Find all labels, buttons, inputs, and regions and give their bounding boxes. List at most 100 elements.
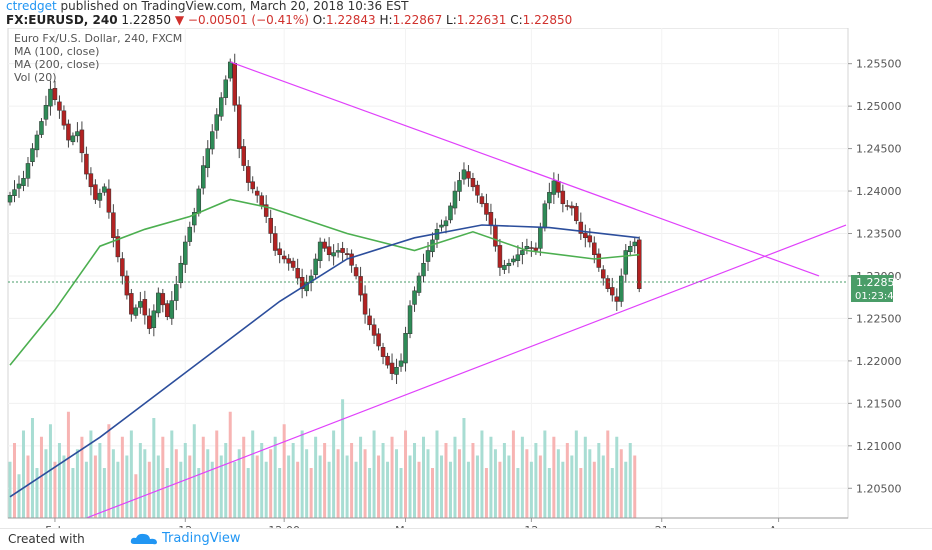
- candle-down: [259, 195, 264, 207]
- candle-up: [313, 258, 318, 275]
- volume-bar: [84, 461, 88, 518]
- volume-bar: [565, 443, 569, 518]
- countdown-tag-text: 01:23:44: [855, 291, 900, 302]
- volume-bar: [556, 449, 560, 518]
- candle-down: [587, 235, 593, 243]
- candle-down: [497, 245, 503, 268]
- high-label: H:: [379, 13, 393, 27]
- trendlines[interactable]: [86, 61, 847, 519]
- tradingview-logo[interactable]: TradingView: [130, 529, 241, 549]
- candle-up: [227, 61, 233, 79]
- volume-bar: [390, 436, 394, 518]
- candle-up: [538, 226, 543, 249]
- candle-down: [115, 236, 121, 258]
- y-tick-label: 1.25500: [856, 58, 902, 71]
- volume-bar: [327, 461, 331, 518]
- volume-bar: [21, 430, 25, 518]
- candle-down: [371, 324, 377, 336]
- candle-down: [106, 188, 112, 213]
- candle-up: [39, 121, 44, 135]
- time-axis[interactable]: Feb1212:00Mar1221Apr: [8, 517, 848, 537]
- candle-down: [362, 293, 368, 315]
- volume-bar: [498, 461, 502, 518]
- candle-down: [601, 269, 606, 279]
- candle-down: [367, 315, 372, 326]
- volume-bar: [466, 461, 470, 518]
- volume-bar: [408, 455, 412, 518]
- candle-up: [133, 307, 139, 316]
- volume-bar: [359, 436, 363, 518]
- volume-bar: [102, 468, 106, 518]
- candle-up: [178, 262, 184, 284]
- symbol-label[interactable]: FX:EURUSD, 240: [6, 13, 118, 27]
- volume-bar: [561, 461, 565, 518]
- volume-bar: [430, 468, 434, 518]
- legend-ma200[interactable]: MA (200, close): [14, 58, 99, 71]
- legend-ma100[interactable]: MA (100, close): [14, 45, 99, 58]
- candle-down: [250, 181, 255, 190]
- plot-frame: [7, 27, 849, 519]
- volume-bar: [39, 436, 43, 518]
- volume-bar: [619, 449, 623, 518]
- legend-volume[interactable]: Vol (20): [14, 71, 57, 84]
- candle-up: [16, 183, 22, 189]
- candle-down: [583, 232, 588, 239]
- y-tick-label: 1.22500: [856, 312, 902, 325]
- candle-down: [93, 184, 98, 200]
- legend-instrument[interactable]: Euro Fx/U.S. Dollar, 240, FXCM: [14, 32, 182, 45]
- symbol-bar: FX:EURUSD, 240 1.22850 ▼ −0.00501 (−0.41…: [0, 12, 932, 28]
- volume-bar: [417, 461, 421, 518]
- volume-bar: [246, 468, 250, 518]
- candle-down: [614, 296, 620, 302]
- volume-bar: [260, 443, 264, 518]
- volume-bar: [493, 449, 497, 518]
- candle-down: [470, 178, 476, 188]
- volume-bar: [368, 468, 372, 518]
- candle-up: [547, 192, 552, 204]
- candle-up: [619, 275, 624, 302]
- chart-area[interactable]: 1.255001.250001.245001.240001.235001.230…: [0, 27, 932, 537]
- tradingview-brand: TradingView: [162, 531, 241, 546]
- ma200-line: [9, 198, 640, 366]
- candle-down: [84, 153, 89, 175]
- candle-up: [317, 241, 323, 261]
- volume-bar: [372, 430, 376, 518]
- candle-down: [376, 333, 381, 347]
- candle-down: [277, 248, 282, 255]
- candle-up: [97, 192, 103, 201]
- author-link[interactable]: ctredget: [6, 0, 57, 13]
- y-tick-label: 1.22000: [856, 355, 902, 368]
- candle-up: [421, 262, 426, 277]
- volume-bar: [62, 455, 66, 518]
- price-axis[interactable]: 1.255001.250001.245001.240001.235001.230…: [848, 58, 902, 496]
- chart-svg[interactable]: 1.255001.250001.245001.240001.235001.230…: [0, 27, 932, 537]
- candle-up: [335, 250, 341, 253]
- volume-bar: [152, 418, 156, 518]
- candle-up: [407, 305, 413, 334]
- candle-up: [25, 163, 31, 179]
- cloud-icon: [130, 533, 157, 545]
- volume-bar: [552, 436, 556, 518]
- volume-bar: [381, 443, 385, 518]
- volume-bar: [529, 461, 533, 518]
- volume-bar: [278, 468, 282, 518]
- volume-bar: [161, 436, 165, 518]
- candle-up: [7, 195, 13, 203]
- candle-up: [196, 188, 202, 214]
- volume-bar: [300, 430, 304, 518]
- volume-bar: [206, 449, 210, 518]
- volume-bar: [332, 430, 336, 518]
- candle-up: [218, 97, 224, 117]
- candle-up: [448, 205, 453, 221]
- volume-bar: [120, 436, 124, 518]
- candle-up: [511, 258, 516, 263]
- volume-bar: [350, 443, 354, 518]
- volume-bar: [354, 461, 358, 518]
- volume-bar: [633, 455, 637, 518]
- volume-bar: [511, 430, 515, 518]
- volume-bar: [502, 443, 506, 518]
- published-text: published on TradingView.com, March 20, …: [60, 0, 409, 13]
- volume-bar: [8, 461, 12, 518]
- volume-bar: [30, 418, 34, 518]
- y-tick-label: 1.24000: [856, 185, 902, 198]
